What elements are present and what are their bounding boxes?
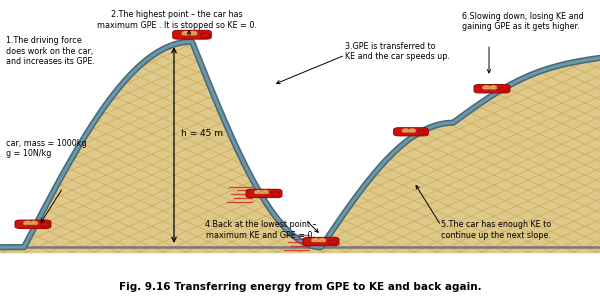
FancyBboxPatch shape: [489, 86, 497, 89]
FancyBboxPatch shape: [254, 191, 262, 194]
Text: Fig. 9.16 Transferring energy from GPE to KE and back again.: Fig. 9.16 Transferring energy from GPE t…: [119, 282, 481, 292]
Circle shape: [313, 238, 318, 240]
FancyBboxPatch shape: [500, 87, 508, 91]
Circle shape: [183, 31, 189, 34]
FancyBboxPatch shape: [189, 32, 197, 35]
Circle shape: [190, 31, 196, 34]
Circle shape: [256, 190, 261, 192]
Circle shape: [491, 85, 496, 88]
Circle shape: [410, 129, 415, 131]
Circle shape: [320, 238, 325, 240]
Text: h = 45 m: h = 45 m: [181, 129, 223, 138]
Text: 6.Slowing down, losing KE and
gaining GPE as it gets higher.: 6.Slowing down, losing KE and gaining GP…: [462, 12, 584, 31]
Circle shape: [25, 221, 30, 223]
FancyBboxPatch shape: [182, 32, 190, 35]
FancyBboxPatch shape: [15, 220, 51, 228]
FancyBboxPatch shape: [201, 33, 209, 37]
FancyBboxPatch shape: [408, 129, 416, 132]
FancyBboxPatch shape: [474, 85, 510, 93]
FancyBboxPatch shape: [303, 237, 339, 246]
Text: 4.Back at the lowest point –
maximum KE and GPE = 0.: 4.Back at the lowest point – maximum KE …: [205, 220, 317, 240]
Circle shape: [403, 129, 409, 131]
FancyBboxPatch shape: [23, 221, 31, 225]
FancyBboxPatch shape: [311, 239, 319, 242]
Circle shape: [484, 85, 489, 88]
Text: car, mass = 1000kg
g = 10N/kg: car, mass = 1000kg g = 10N/kg: [6, 139, 86, 158]
Circle shape: [263, 190, 268, 192]
Text: 3.GPE is transferred to
KE and the car speeds up.: 3.GPE is transferred to KE and the car s…: [345, 42, 450, 61]
FancyBboxPatch shape: [272, 192, 280, 196]
FancyBboxPatch shape: [30, 221, 38, 225]
FancyBboxPatch shape: [402, 129, 409, 132]
Text: 2.The highest point – the car has
maximum GPE . It is stopped so KE = 0.: 2.The highest point – the car has maximu…: [97, 10, 257, 30]
Circle shape: [32, 221, 37, 223]
FancyBboxPatch shape: [329, 240, 337, 244]
FancyBboxPatch shape: [318, 239, 326, 242]
FancyBboxPatch shape: [418, 130, 426, 134]
FancyBboxPatch shape: [394, 128, 428, 136]
FancyBboxPatch shape: [482, 86, 490, 89]
FancyBboxPatch shape: [246, 189, 282, 198]
FancyBboxPatch shape: [261, 191, 269, 194]
FancyBboxPatch shape: [173, 30, 211, 39]
Text: 5.The car has enough KE to
continue up the next slope.: 5.The car has enough KE to continue up t…: [441, 220, 551, 240]
FancyBboxPatch shape: [41, 223, 49, 227]
Text: 1.The driving force
does work on the car,
and increases its GPE.: 1.The driving force does work on the car…: [6, 36, 95, 66]
